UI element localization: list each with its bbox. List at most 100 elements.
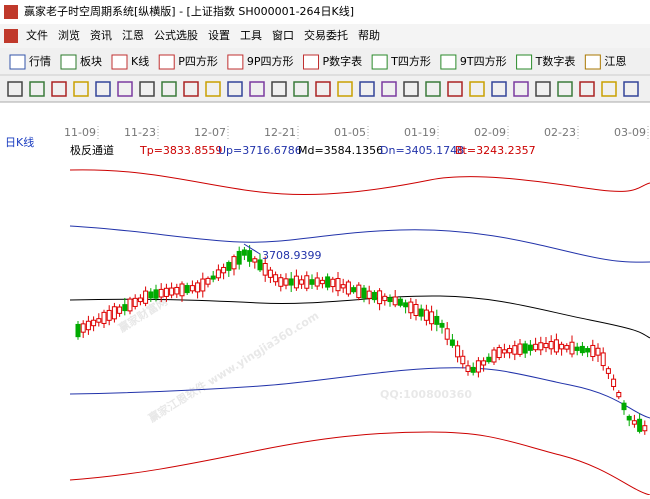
menu-item[interactable]: 资讯	[90, 29, 112, 42]
candle-body	[595, 347, 601, 356]
candle-body	[169, 287, 175, 296]
toolbar-button[interactable]: 江恩	[604, 55, 626, 68]
annotation: 3708.9399	[262, 249, 322, 262]
tool-icon[interactable]	[51, 81, 67, 97]
menu-item[interactable]: 帮助	[358, 28, 380, 42]
tool-icon[interactable]	[205, 81, 221, 97]
menu-item[interactable]: 交易委托	[304, 28, 348, 42]
tool-icon[interactable]	[381, 81, 397, 97]
candle-body	[501, 349, 507, 354]
toolbar-button[interactable]: 板块	[80, 54, 102, 68]
toolbar-icon	[516, 54, 533, 70]
candle-body	[153, 289, 159, 299]
candle-body	[486, 356, 492, 363]
candle-body	[252, 258, 258, 263]
candle-body	[226, 261, 232, 271]
tool-icon[interactable]	[447, 81, 463, 97]
tool-icon[interactable]	[557, 81, 573, 97]
tool-icon[interactable]	[623, 81, 639, 97]
tool-icon[interactable]	[579, 81, 595, 97]
tool-icon[interactable]	[117, 81, 133, 97]
candle-body	[522, 343, 528, 354]
candle-body	[491, 349, 497, 363]
tool-icon[interactable]	[227, 81, 243, 97]
toolbar-icon	[371, 54, 388, 70]
tool-icon[interactable]	[73, 81, 89, 97]
candle-body	[460, 355, 466, 365]
toolbar-icon	[60, 54, 77, 70]
tool-icon[interactable]	[7, 81, 23, 97]
tool-icon[interactable]	[403, 81, 419, 97]
tool-icon[interactable]	[425, 81, 441, 97]
candle-body	[325, 276, 331, 288]
tool-icon[interactable]	[315, 81, 331, 97]
date-label: 02-09	[474, 126, 506, 139]
tool-icon[interactable]	[337, 81, 353, 97]
toolbar-button[interactable]: T数字表	[535, 54, 576, 68]
menu-item[interactable]: 文件	[26, 28, 48, 42]
toolbar-button[interactable]: P数字表	[323, 54, 363, 68]
up-band	[69, 225, 650, 263]
menu-item[interactable]: 设置	[208, 29, 230, 42]
toolbar-button[interactable]: 9T四方形	[460, 54, 507, 68]
menu-item[interactable]: 工具	[240, 29, 262, 42]
tool-icon[interactable]	[513, 81, 529, 97]
candle-body	[345, 281, 351, 295]
toolbar-icon	[111, 54, 128, 70]
candle-body	[507, 348, 513, 354]
toolbar-button[interactable]: K线	[131, 54, 149, 68]
indicator-value: Md=3584.1356	[298, 144, 383, 157]
candle-body	[195, 282, 201, 293]
dn-band	[69, 367, 650, 419]
candle-body	[91, 319, 97, 327]
candle-body	[439, 322, 445, 328]
indicator-name: 极反通道	[70, 143, 114, 157]
candle-body	[200, 278, 206, 292]
candle-body	[101, 311, 107, 324]
tool-icon[interactable]	[161, 81, 177, 97]
toolbar-icon	[227, 54, 244, 70]
toolbar-icon	[584, 54, 601, 70]
tool-icon[interactable]	[491, 81, 507, 97]
candle-body	[548, 341, 554, 350]
candle-body	[481, 360, 487, 366]
toolbar-icon	[158, 54, 175, 70]
tool-icon[interactable]	[535, 81, 551, 97]
candle-body	[143, 290, 149, 304]
toolbar-icon	[303, 54, 319, 70]
tool-icon[interactable]	[271, 81, 287, 97]
window-title: 赢家老子时空周期系统[纵横版] - [上证指数 SH000001-264日K线]	[24, 4, 354, 18]
tool-icon[interactable]	[139, 81, 155, 97]
candle-body	[127, 298, 133, 312]
toolbar-button[interactable]: T四方形	[390, 54, 431, 68]
date-label: 03-09	[614, 126, 646, 139]
tool-icon[interactable]	[469, 81, 485, 97]
candle-body	[527, 344, 533, 351]
toolbar-button[interactable]: 9P四方形	[247, 54, 294, 68]
candle-body	[210, 275, 216, 280]
annotation-pointer	[243, 243, 261, 255]
tool-icon[interactable]	[359, 81, 375, 97]
tool-icon[interactable]	[249, 81, 265, 97]
toolbar-icon	[9, 54, 26, 70]
toolbar-button[interactable]: 行情	[29, 55, 51, 68]
toolbar-icons	[7, 81, 639, 97]
date-label: 01-05	[334, 126, 366, 139]
candle-body	[179, 283, 185, 297]
tool-icon[interactable]	[29, 81, 45, 97]
candle-body	[569, 341, 575, 355]
candle-body	[434, 315, 440, 325]
tool-icon[interactable]	[601, 81, 617, 97]
menu-item[interactable]: 窗口	[272, 28, 294, 42]
toolbar-button[interactable]: P四方形	[178, 54, 218, 68]
candle-body	[273, 274, 279, 283]
menu-item[interactable]: 浏览	[58, 28, 80, 42]
tool-icon[interactable]	[293, 81, 309, 97]
tool-icon[interactable]	[95, 81, 111, 97]
menu-item[interactable]: 江恩	[122, 29, 144, 42]
candle-body	[631, 420, 637, 425]
tool-icon[interactable]	[183, 81, 199, 97]
bt-band	[69, 431, 650, 496]
menu-item[interactable]: 公式选股	[154, 29, 198, 42]
